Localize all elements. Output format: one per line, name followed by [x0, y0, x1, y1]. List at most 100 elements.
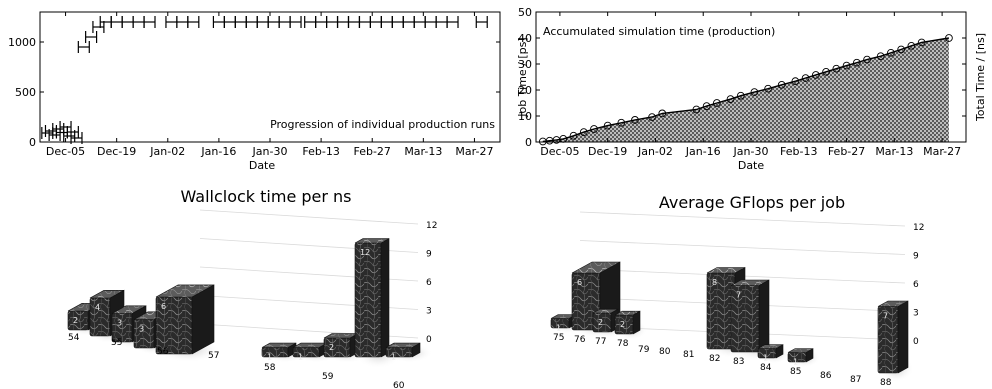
- data-point: [811, 71, 820, 79]
- bar-value-label: 6: [161, 302, 166, 311]
- data-point: [897, 45, 906, 54]
- x-tick-label: Jan-02: [149, 145, 185, 158]
- bar-value-label: 12: [360, 248, 370, 257]
- x-tick-label: Dec-05: [540, 145, 579, 158]
- chart-title: Wallclock time per ns: [180, 187, 351, 206]
- x-tick-label: Mar-27: [455, 145, 493, 158]
- data-point: [945, 34, 953, 42]
- bar-value-label: 1: [556, 324, 561, 333]
- y-tick-label: 500: [15, 86, 36, 99]
- data-points: [41, 16, 488, 144]
- data-point: [590, 125, 598, 133]
- z-axis-gridlines: 0 3 6 9 12: [199, 209, 437, 345]
- x-tick-label: Feb-27: [828, 145, 865, 158]
- bar-value-label: 6: [577, 278, 582, 287]
- data-point: [702, 102, 711, 110]
- z-gridline: [579, 211, 906, 227]
- bars: 1 6 2 2 8 7 1 1 7: [550, 261, 909, 374]
- x-tick-label: Mar-27: [923, 145, 961, 158]
- series-line: [542, 37, 950, 143]
- x-axis-label: Date: [249, 159, 276, 172]
- data-point: [852, 58, 861, 67]
- chart-title: Average GFlops per job: [659, 193, 845, 212]
- category-label: 79: [638, 345, 650, 355]
- x-tick-label: Mar-13: [875, 145, 913, 158]
- data-points: [538, 34, 953, 146]
- data-point: [876, 52, 885, 61]
- bar-value-label: 1: [298, 353, 303, 362]
- category-label: 57: [208, 351, 219, 361]
- bar-value-label: 8: [712, 278, 717, 287]
- bar-value-label: 4: [95, 303, 100, 312]
- x-tick-label: Dec-19: [588, 145, 627, 158]
- z-tick-label: 12: [426, 221, 437, 231]
- data-point: [736, 91, 745, 100]
- y-axis-ticks: 0 10 20 30 40 50: [518, 6, 966, 149]
- category-labels: 75 76 77 78 79 80 81 82 83 84 85 86 87 88: [553, 333, 892, 388]
- data-point: [907, 41, 916, 50]
- bar-value-label: 1: [793, 358, 798, 367]
- bar-top: [385, 342, 421, 348]
- data-point: [713, 99, 721, 107]
- data-point: [648, 113, 656, 121]
- bar-top: [89, 290, 125, 299]
- bar-top: [614, 310, 641, 316]
- data-point: [764, 84, 772, 93]
- x-axis-label: Date: [738, 159, 765, 172]
- z-tick-label: 0: [426, 335, 432, 345]
- bar-top: [571, 261, 621, 274]
- category-label: 54: [68, 333, 80, 343]
- z-gridline: [579, 240, 906, 255]
- z-tick-label: 3: [426, 307, 432, 317]
- y-tick-label: 50: [518, 6, 532, 19]
- bar-top: [261, 342, 297, 348]
- data-point: [726, 95, 735, 103]
- bar-front: [385, 347, 413, 358]
- bar-top: [592, 308, 619, 314]
- category-label: 75: [553, 333, 564, 343]
- data-point: [887, 48, 895, 57]
- area-shape: [542, 38, 949, 142]
- bar-value-label: 1: [391, 353, 396, 362]
- chart-progression: 0 500 1000 Dec-05 Dec-19 Jan-02 Jan-16 Jan-30 F…: [8, 11, 529, 172]
- annotation: Progression of individual production run…: [270, 118, 495, 131]
- bar-top: [877, 300, 909, 307]
- data-point: [569, 131, 578, 140]
- data-point: [559, 135, 568, 143]
- category-label: 80: [659, 347, 671, 357]
- category-label: 59: [322, 372, 334, 382]
- category-label: 60: [393, 381, 405, 389]
- y-axis-label: Total Time / [ns]: [974, 33, 987, 122]
- x-tick-label: Jan-30: [252, 145, 288, 158]
- data-point: [832, 64, 841, 73]
- z-tick-label: 3: [913, 309, 919, 319]
- x-axis-ticks: Dec-05 Dec-19 Jan-02 Jan-16 Jan-30 Feb-13 Feb-…: [540, 12, 961, 158]
- data-point: [692, 105, 701, 114]
- y-tick-label: 30: [518, 58, 532, 71]
- bar-value-label: 2: [598, 318, 603, 327]
- bar-value-label: 1: [267, 353, 272, 362]
- z-tick-label: 9: [913, 252, 919, 262]
- category-label: 58: [264, 363, 276, 373]
- bar-top: [730, 279, 770, 286]
- bar-front: [292, 347, 320, 358]
- bar-value-label: 2: [329, 343, 334, 352]
- bar-top: [787, 348, 814, 353]
- data-point: [617, 118, 626, 127]
- bar-front: [354, 242, 382, 358]
- bar-side: [897, 300, 909, 374]
- y-axis-label: Job Time / [ps]: [516, 37, 529, 117]
- y-tick-label: 10: [518, 110, 532, 123]
- category-label: 82: [709, 354, 720, 364]
- bar-value-label: 7: [883, 312, 888, 321]
- y-tick-label: 1000: [8, 36, 36, 49]
- data-point: [631, 116, 639, 124]
- y-tick-label: 40: [518, 32, 532, 45]
- bar-value-label: 2: [620, 320, 625, 329]
- bar-top: [111, 305, 147, 314]
- category-label: 81: [683, 350, 694, 360]
- category-label: 76: [574, 335, 586, 345]
